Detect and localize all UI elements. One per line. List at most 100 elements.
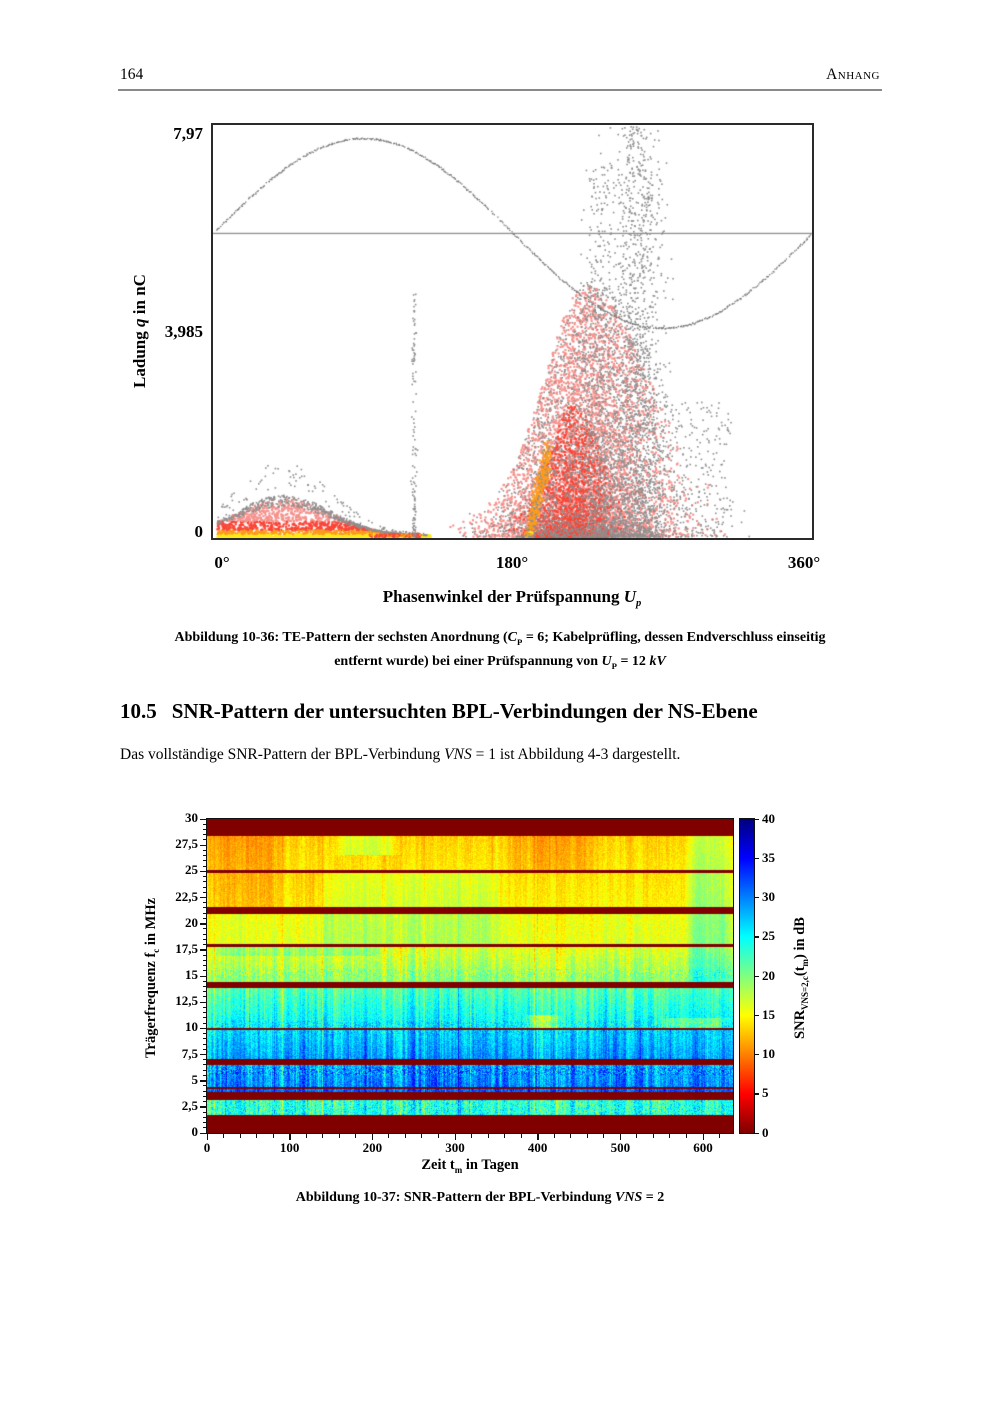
y-axis-minor-tick (203, 823, 206, 825)
y-axis-minor-tick (203, 996, 206, 998)
x-axis-minor-tick (471, 1134, 473, 1138)
y-axis-minor-tick (203, 828, 206, 830)
y-axis-tick (200, 1027, 206, 1030)
x-axis-minor-tick (421, 1134, 423, 1138)
y-axis-minor-tick (203, 938, 206, 940)
y-axis-minor-tick (203, 1033, 206, 1035)
y-axis-tick-label: 30 (185, 810, 198, 825)
colorbar-tick (755, 1132, 759, 1134)
y-axis-minor-tick (203, 933, 206, 935)
y-axis-tick-label: 25 (185, 862, 198, 878)
y-axis-tick (200, 818, 206, 820)
y-axis-tick-label: 27,5 (175, 836, 198, 852)
y-axis-minor-tick (203, 1048, 206, 1050)
colorbar-tick-label: 30 (762, 889, 775, 904)
x-axis-minor-tick (355, 1134, 357, 1138)
x-axis-minor-tick (719, 1134, 721, 1138)
y-axis-tick-label: 0 (191, 1124, 199, 1139)
y-axis-tick (200, 1106, 206, 1108)
x-axis-tick-label: 400 (527, 1140, 548, 1155)
x-axis-minor-tick (520, 1134, 522, 1138)
x-axis-tick (454, 1134, 456, 1140)
y-axis-minor-tick (203, 965, 206, 967)
te-pattern-plot-frame (211, 123, 814, 540)
y-axis-minor-tick (203, 860, 206, 862)
y-axis-minor-tick (203, 944, 206, 946)
y-axis-minor-tick (203, 912, 206, 914)
y-axis-tick-label: 17,5 (175, 940, 198, 956)
y-axis-minor-tick (203, 1017, 206, 1019)
y-axis-tick (200, 1054, 206, 1056)
x-axis-minor-tick (272, 1134, 274, 1138)
y-axis-tick (200, 1001, 206, 1004)
x-axis-minor-tick (570, 1134, 572, 1138)
y-axis-minor-tick (203, 1111, 206, 1113)
y-axis-minor-tick (203, 1006, 206, 1008)
y-axis-minor-tick (203, 1012, 206, 1014)
x-axis-minor-tick (305, 1134, 307, 1138)
snr-heatmap-canvas (207, 819, 733, 1133)
y-axis-minor-tick (203, 865, 206, 867)
y-axis-tick-label: 5 (191, 1071, 199, 1087)
section-number: 10.5 (120, 699, 157, 723)
y-axis-tick (200, 975, 206, 977)
x-axis-minor-tick (239, 1134, 241, 1138)
y-axis-tick-label: 12,5 (175, 993, 198, 1009)
x-axis-tick-label: 360° (787, 553, 821, 572)
x-axis-tick-label: 600 (693, 1140, 713, 1155)
caption-line: entfernt wurde) bei einer Prüfspannung v… (334, 653, 666, 671)
y-axis-minor-tick (203, 891, 206, 893)
x-axis-tick-label: 0° (214, 553, 230, 572)
y-axis-minor-tick (203, 1064, 206, 1066)
colorbar-tick-label: 20 (762, 967, 775, 983)
snr-heatmap-frame (206, 818, 734, 1134)
x-axis-minor-tick (256, 1134, 258, 1138)
y-axis-minor-tick (203, 907, 206, 909)
colorbar-tick-label: 10 (762, 1046, 775, 1061)
y-axis-title: Ladung q in nC (130, 274, 149, 388)
y-axis-tick-label: 22,5 (175, 888, 198, 904)
colorbar-tick (755, 1093, 759, 1095)
y-axis-minor-tick (203, 834, 206, 836)
x-axis-tick (289, 1134, 291, 1140)
x-axis-minor-tick (586, 1134, 588, 1138)
y-axis-minor-tick (203, 928, 206, 930)
x-axis-tick (619, 1134, 622, 1140)
y-axis-minor-tick (203, 1074, 206, 1076)
x-axis-minor-tick (437, 1134, 439, 1138)
colorbar-label: SNRVNS=2,c(tm) in dB (792, 917, 810, 1039)
colorbar-tick (755, 897, 759, 899)
y-axis-minor-tick (203, 954, 206, 956)
y-axis-minor-tick (203, 1101, 206, 1103)
y-axis-tick (200, 1080, 206, 1082)
running-head: Anhang (826, 66, 880, 83)
figure-caption: Abbildung 10-37: SNR-Pattern der BPL-Ver… (295, 1190, 665, 1205)
te-pattern-canvas (213, 125, 812, 538)
x-axis-tick-label: 100 (279, 1140, 300, 1155)
x-axis-minor-tick (504, 1134, 506, 1138)
caption-line: Abbildung 10-36: TE-Pattern der sechsten… (174, 630, 826, 647)
y-axis-minor-tick (203, 1059, 206, 1061)
x-axis-tick (371, 1134, 374, 1140)
x-axis-tick-label: 180° (495, 553, 529, 572)
y-axis-tick (200, 949, 206, 951)
y-axis-minor-tick (203, 1116, 206, 1118)
section-title: SNR-Pattern der untersuchten BPL-Verbind… (171, 699, 758, 723)
x-axis-minor-tick (338, 1134, 340, 1138)
x-axis-minor-tick (685, 1134, 687, 1138)
y-axis-tick-label: 7,97 (173, 124, 203, 143)
colorbar-tick-label: 25 (762, 928, 775, 944)
x-axis-tick (537, 1134, 539, 1140)
x-axis-minor-tick (553, 1134, 555, 1138)
x-axis-minor-tick (636, 1134, 638, 1138)
x-axis-tick-label: 500 (610, 1140, 631, 1155)
y-axis-minor-tick (203, 1085, 206, 1087)
body-paragraph: Das vollständige SNR-Pattern der BPL-Ver… (120, 746, 681, 763)
x-axis-tick-label: 200 (362, 1140, 383, 1155)
y-axis-minor-tick (203, 1022, 206, 1024)
y-axis-minor-tick (203, 1043, 206, 1045)
y-axis-minor-tick (203, 876, 206, 878)
section-heading: 10.5 SNR-Pattern der untersuchten BPL-Ver… (120, 699, 758, 724)
figure-caption: Abbildung 10-36: TE-Pattern der sechsten… (110, 628, 890, 676)
